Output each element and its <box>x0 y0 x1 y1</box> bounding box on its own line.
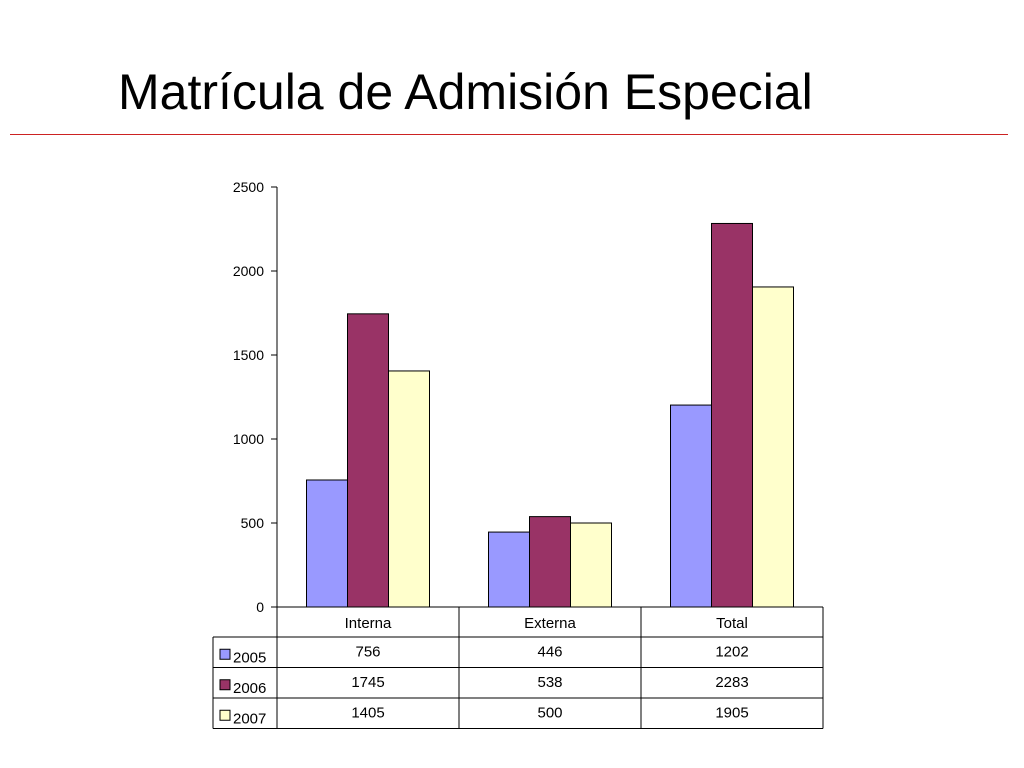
data-label: 446 <box>537 643 562 660</box>
data-label: 538 <box>537 674 562 691</box>
x-tick-label: Externa <box>524 615 576 632</box>
bar-2007-total <box>752 286 794 608</box>
bar-2005-interna <box>306 479 348 608</box>
bar-2007-interna <box>388 370 430 608</box>
y-tick-label: 500 <box>241 515 265 531</box>
legend-key-2007 <box>219 709 231 721</box>
data-label: 500 <box>537 704 562 721</box>
y-tick-label: 2000 <box>233 263 264 279</box>
bar-2005-total <box>670 404 712 608</box>
bar-2006-externa <box>529 516 571 608</box>
bar-2007-externa <box>570 522 612 608</box>
data-label: 1745 <box>351 674 384 691</box>
data-label: 1405 <box>351 704 384 721</box>
legend-label: 2007 <box>233 710 266 727</box>
x-tick-label: Interna <box>345 615 392 632</box>
data-label: 1905 <box>715 704 748 721</box>
data-label: 2283 <box>715 674 748 691</box>
data-label: 756 <box>355 643 380 660</box>
legend-label: 2005 <box>233 649 266 666</box>
bar-2006-interna <box>347 313 389 608</box>
data-label: 1202 <box>715 643 748 660</box>
legend-key-2006 <box>219 679 231 691</box>
bar-2005-externa <box>488 531 530 608</box>
bar-2006-total <box>711 222 753 608</box>
y-tick-label: 2500 <box>233 179 264 195</box>
y-tick-label: 0 <box>256 599 264 615</box>
y-tick-label: 1000 <box>233 431 264 447</box>
x-tick-label: Total <box>716 615 748 632</box>
title-divider <box>10 134 1008 135</box>
legend-key-2005 <box>219 648 231 660</box>
slide-title: Matrícula de Admisión Especial <box>118 64 813 120</box>
y-tick-label: 1500 <box>233 347 264 363</box>
legend-label: 2006 <box>233 680 266 697</box>
